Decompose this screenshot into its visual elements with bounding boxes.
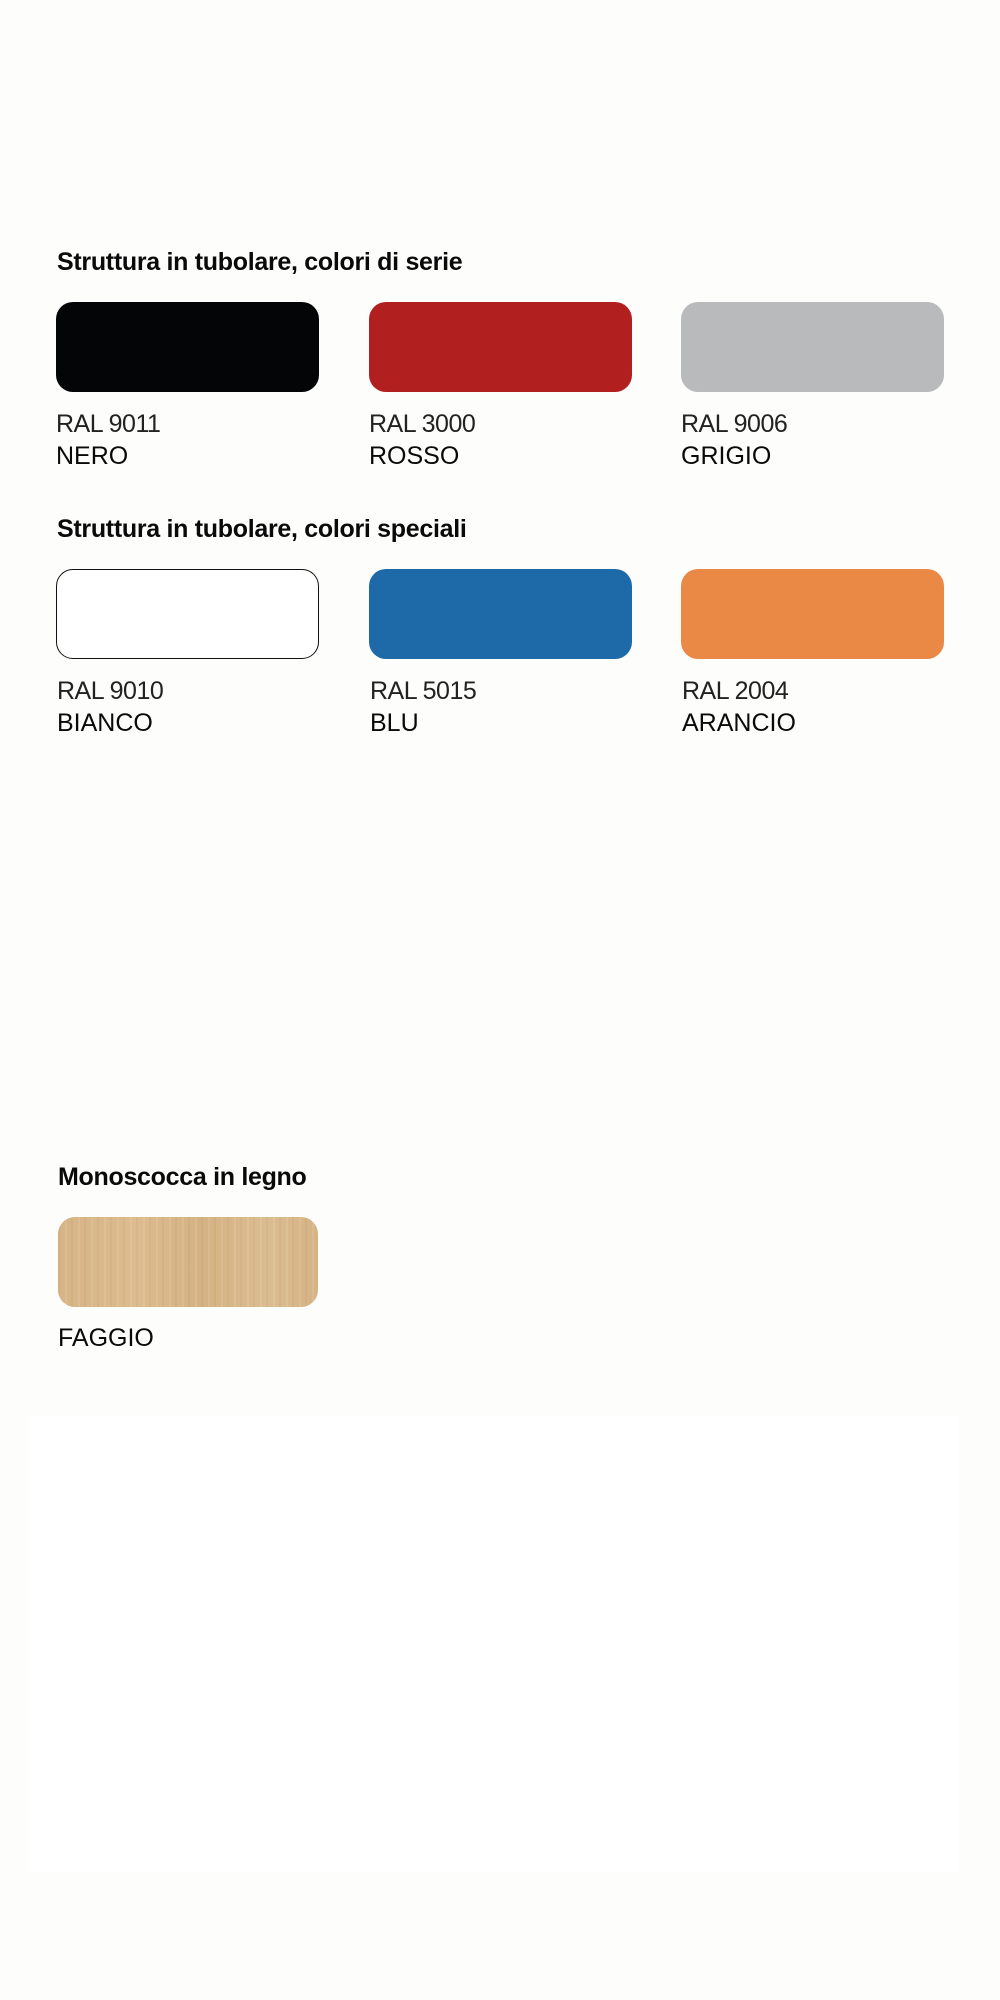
section-title-special-colors: Struttura in tubolare, colori speciali [57, 515, 467, 543]
section-title-standard-colors: Struttura in tubolare, colori di serie [57, 248, 463, 276]
swatch-rosso[interactable] [369, 302, 632, 392]
finish-name: FAGGIO [58, 1324, 154, 1352]
swatch-grigio[interactable] [681, 302, 944, 392]
swatch-nero[interactable] [56, 302, 319, 392]
color-name: GRIGIO [681, 442, 772, 470]
ral-code: RAL 9006 [681, 410, 788, 438]
color-name: NERO [56, 442, 129, 470]
ral-code: RAL 9011 [56, 410, 161, 438]
blank-panel [29, 1416, 959, 1872]
color-name: ARANCIO [682, 709, 796, 737]
ral-code: RAL 3000 [369, 410, 476, 438]
swatch-bianco[interactable] [56, 569, 319, 659]
swatch-arancio[interactable] [681, 569, 944, 659]
color-name: ROSSO [369, 442, 460, 470]
ral-code: RAL 9010 [57, 677, 164, 705]
color-name: BIANCO [57, 709, 153, 737]
swatch-faggio-wood[interactable] [58, 1217, 318, 1307]
ral-code: RAL 5015 [370, 677, 477, 705]
ral-code: RAL 2004 [682, 677, 789, 705]
color-name: BLU [370, 709, 419, 737]
section-title-wood-shell: Monoscocca in legno [58, 1163, 307, 1191]
swatch-blu[interactable] [369, 569, 632, 659]
